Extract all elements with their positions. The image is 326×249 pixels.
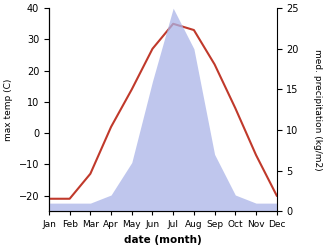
Y-axis label: med. precipitation (kg/m2): med. precipitation (kg/m2) [313,49,322,171]
X-axis label: date (month): date (month) [124,235,202,245]
Y-axis label: max temp (C): max temp (C) [4,78,13,141]
